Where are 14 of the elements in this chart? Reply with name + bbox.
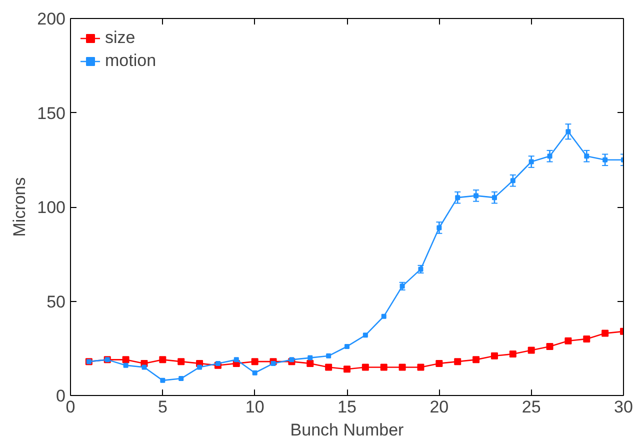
legend-label: size xyxy=(105,28,136,48)
x-tick-label: 15 xyxy=(338,398,356,416)
x-tick-label: 25 xyxy=(522,398,541,416)
y-axis-title: Microns xyxy=(10,177,30,237)
y-tick-label: 100 xyxy=(37,198,66,217)
x-axis-title: Bunch Number xyxy=(290,420,404,440)
x-tick-label: 20 xyxy=(430,398,449,416)
x-tick-label: 30 xyxy=(614,398,633,416)
x-tick-label: 5 xyxy=(158,398,168,416)
x-tick-label: 10 xyxy=(245,398,264,416)
y-tick-label: 200 xyxy=(37,10,66,28)
y-tick-label: 50 xyxy=(46,292,66,312)
legend-label: motion xyxy=(105,51,156,71)
y-tick-label: 150 xyxy=(37,104,66,123)
